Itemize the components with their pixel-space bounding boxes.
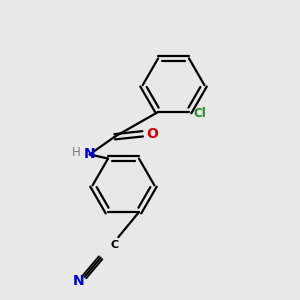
Text: N: N [84,147,95,161]
Text: H: H [71,146,80,159]
Text: N: N [73,274,84,288]
Text: O: O [146,127,158,141]
Text: C: C [111,240,119,250]
Text: Cl: Cl [194,107,206,120]
